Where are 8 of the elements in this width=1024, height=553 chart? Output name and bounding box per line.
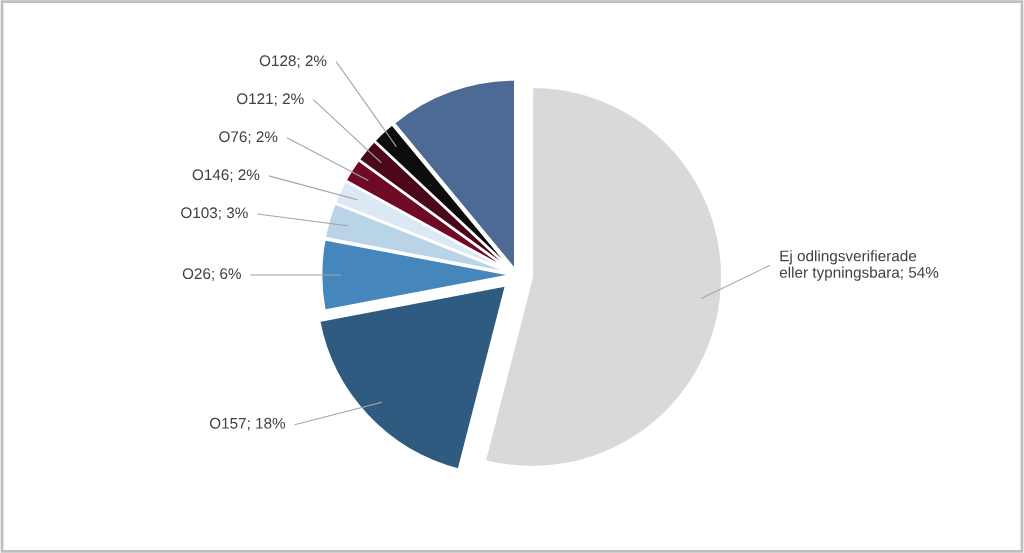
slice-label: O121; 2% [236, 93, 304, 106]
slice-label: O128; 2% [259, 55, 327, 68]
slice-label: Ej odlingsverifierade eller typningsbara; 54% [779, 250, 939, 281]
slice-label: O103; 3% [181, 207, 248, 220]
slice-label: O157; 18% [209, 417, 286, 431]
slice-label: O146; 2% [192, 169, 260, 182]
slice-label: O76; 2% [219, 131, 278, 144]
slice-label: O26; 6% [182, 268, 241, 281]
